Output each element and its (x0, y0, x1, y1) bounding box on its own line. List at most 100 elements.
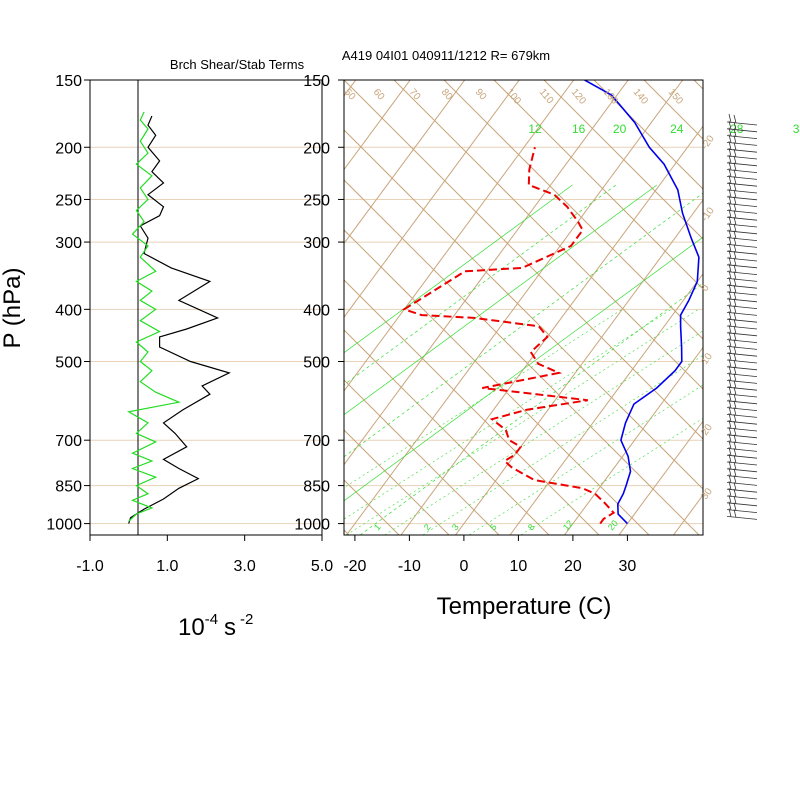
wind-barb (726, 508, 758, 520)
wind-barb-flag (728, 351, 732, 361)
isotherm-right-label: 10 (699, 351, 715, 367)
stab_term-line (126, 111, 181, 522)
right-x-ticks: -20 -10 0 10 20 30 (343, 535, 636, 575)
wind-barb-flag (733, 427, 737, 436)
wind-barb-staff (726, 237, 758, 241)
mixing-ratio-label: 24 (670, 122, 684, 136)
wind-barb-flag (733, 223, 737, 232)
wind-barb-staff (726, 264, 758, 269)
left-x-ticks: -1.0 1.0 3.0 5.0 (76, 535, 333, 575)
wind-barb-flag (728, 365, 732, 375)
right-x-tick-label: 0 (459, 558, 468, 575)
right-y-tick-label: 200 (303, 140, 330, 157)
wind-barb (726, 487, 758, 500)
wind-barb-flag (733, 182, 737, 191)
wind-barb-staff (726, 244, 758, 248)
wind-barb-staff (726, 155, 758, 160)
wind-barb-flag (728, 385, 732, 395)
left-panel-title: Brch Shear/Stab Terms (170, 57, 305, 72)
wind-barb-flag (728, 419, 732, 429)
wind-barb-flag (733, 155, 737, 164)
wind-barb-flag (728, 426, 732, 436)
skewt-mixing-ratio-line (344, 184, 573, 354)
wind-barb-staff (726, 325, 758, 330)
wind-barb (726, 263, 758, 275)
wind-barb-flag (728, 202, 732, 211)
wind-barb (726, 168, 758, 180)
wind-barb (726, 440, 758, 452)
wind-barb-flag (728, 331, 732, 341)
skewt-isotherm-line (346, 80, 684, 535)
wind-barb-staff (726, 182, 758, 187)
wind-barb (726, 413, 758, 425)
wind-barb-flag (728, 372, 732, 381)
wind-barb-staff (726, 148, 758, 153)
wind-barb-flag (733, 250, 737, 259)
wind-barb-flag (728, 501, 732, 511)
wind-barb-staff (726, 346, 758, 350)
wind-barb (726, 243, 758, 255)
wind-barb (726, 426, 758, 439)
wind-barb-staff (726, 210, 758, 214)
wind-barb-flag (733, 502, 737, 511)
wind-barb-flag (728, 290, 732, 300)
wind-barb-staff (726, 420, 758, 425)
skewt-dry-adiabat (344, 80, 703, 440)
skewt-mixing-ratio-line (344, 192, 703, 458)
wind-barb-flag (728, 222, 732, 232)
wind-barb-staff (726, 250, 758, 255)
wind-barb-flag (733, 312, 737, 321)
wind-barb (726, 236, 758, 248)
wind-barb-flag (728, 120, 732, 130)
wind-barb (726, 494, 758, 507)
wind-barb-staff (726, 441, 758, 445)
wind-barb-flag (733, 441, 737, 450)
wind-barb-flag (728, 277, 732, 286)
wind-barb-flag (728, 460, 732, 470)
wind-barb-staff (726, 386, 758, 391)
wind-barb-flag (728, 181, 732, 191)
skewt-isotherm-line (728, 80, 800, 535)
right-y-tick-label: 250 (303, 192, 330, 209)
wind-barb-staff (726, 373, 758, 377)
wind-barb-flag (733, 271, 737, 280)
left-y-tick-label: 200 (55, 140, 82, 157)
wind-barb (726, 181, 758, 194)
skewt-mixing-ratio-line (422, 354, 703, 535)
wind-barb-flag (728, 229, 732, 239)
left-y-tick-label: 700 (55, 433, 82, 450)
wind-barb (726, 113, 758, 126)
wind-barb-flag (733, 264, 737, 273)
left-panel-frame (89, 79, 323, 536)
wind-barb (726, 202, 758, 214)
theta-label: 60 (371, 87, 387, 103)
wind-barb-staff (726, 393, 758, 398)
wind-barb-flag (728, 494, 732, 504)
wind-barb-flag (733, 414, 737, 423)
wind-barb-staff (726, 284, 758, 289)
wind-barb-flag (733, 495, 737, 504)
skewt-background-grid (0, 80, 800, 535)
skewt-isotherm-line (344, 80, 411, 171)
skewt-isotherm-line (0, 80, 247, 535)
wind-barb-staff (726, 509, 758, 513)
wind-barb-staff (726, 271, 758, 275)
wind-barb (726, 283, 758, 296)
wind-barb-flag (733, 189, 737, 198)
skewt-dry-adiabat (344, 329, 550, 535)
temperature-profile (584, 80, 700, 525)
wind-barb-staff (726, 366, 758, 371)
left-x-tick-label: 5.0 (311, 558, 333, 575)
wind-barb-flag (728, 447, 732, 456)
skewt-dry-adiabat (393, 80, 703, 390)
right-y-tick-label: 400 (303, 302, 330, 319)
wind-barb-staff (726, 162, 758, 167)
wind-barb-flag (733, 346, 737, 355)
skewt-mixing-ratio-line (520, 417, 703, 535)
skewt-dry-adiabat (543, 80, 703, 240)
wind-barb (726, 433, 758, 445)
wind-barb-flag (733, 230, 737, 239)
left-xlabel-unit-exp: -2 (240, 611, 253, 628)
wind-barb (726, 249, 758, 262)
theta-label: 70 (407, 87, 423, 103)
